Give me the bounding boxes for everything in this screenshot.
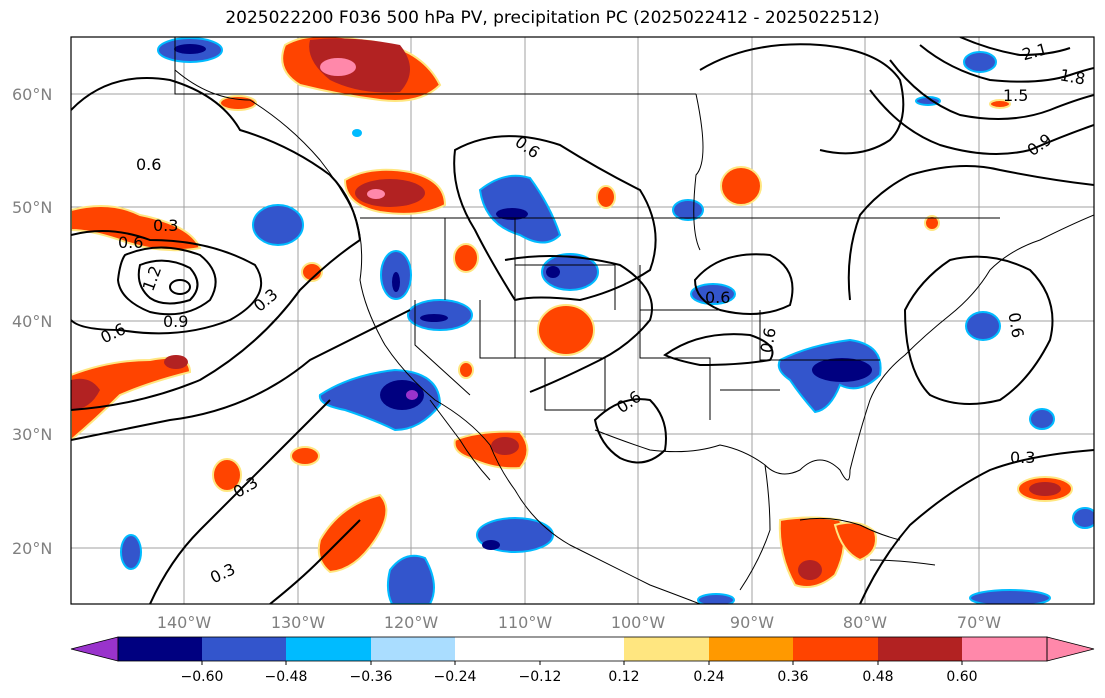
contour-label: 0.9 <box>163 312 188 331</box>
colorbar-segment <box>878 637 962 661</box>
contour-label: 1.5 <box>1003 86 1028 105</box>
contour-label: 0.6 <box>136 155 161 174</box>
lon-label-80w: 80°W <box>843 613 887 632</box>
colorbar-label: 0.48 <box>862 669 893 685</box>
colorbar-segment <box>624 637 709 661</box>
colorbar-segment <box>202 637 286 661</box>
colorbar-label: 0.60 <box>946 669 977 685</box>
colorbar-label: −0.36 <box>350 669 393 685</box>
lat-label-20n: 20°N <box>12 539 52 558</box>
colorbar-label: −0.48 <box>265 669 308 685</box>
colorbar-label: 0.24 <box>693 669 724 685</box>
contour-label: 0.6 <box>757 326 780 354</box>
colorbar-label: −0.24 <box>434 669 477 685</box>
lat-label-30n: 30°N <box>12 425 52 444</box>
contour-label: 1.8 <box>1058 65 1086 88</box>
colorbar-segment <box>793 637 878 661</box>
lat-label-60n: 60°N <box>12 85 52 104</box>
contour-label: 0.6 <box>118 233 143 252</box>
lat-label-40n: 40°N <box>12 312 52 331</box>
contour-label: 0.3 <box>1010 448 1035 467</box>
map-title: 2025022200 F036 500 hPa PV, precipitatio… <box>225 8 880 28</box>
colorbar-label: 0.36 <box>777 669 808 685</box>
colorbar-label: −0.12 <box>519 669 562 685</box>
colorbar-segment <box>118 637 202 661</box>
contour-label: 0.6 <box>705 288 730 307</box>
lon-label-130w: 130°W <box>271 613 326 632</box>
colorbar-segment <box>540 637 624 661</box>
lon-label-120w: 120°W <box>384 613 439 632</box>
lon-label-110w: 110°W <box>498 613 553 632</box>
colorbar-label: 0.12 <box>608 669 639 685</box>
colorbar-segment <box>962 637 1047 661</box>
lat-label-50n: 50°N <box>12 198 52 217</box>
map-frame <box>70 36 1095 605</box>
colorbar-outline <box>117 636 1048 662</box>
lon-label-100w: 100°W <box>611 613 666 632</box>
colorbar: −0.60 −0.48 −0.36 −0.24 −0.12 0.12 0.24 … <box>70 636 1095 685</box>
colorbar-label: −0.60 <box>181 669 224 685</box>
precip-negative-areas <box>120 37 1094 604</box>
colorbar-extend-low <box>70 636 119 662</box>
colorbar-segment <box>286 637 371 661</box>
contour-label: 0.6 <box>1004 311 1027 339</box>
longitude-labels: 140°W 130°W 120°W 110°W 100°W 90°W 80°W … <box>157 613 1001 632</box>
lon-label-90w: 90°W <box>730 613 774 632</box>
pv-contours <box>71 37 1094 604</box>
colorbar-segment <box>455 637 540 661</box>
latitude-labels: 60°N 50°N 40°N 30°N 20°N <box>12 85 52 558</box>
lon-label-70w: 70°W <box>957 613 1001 632</box>
contour-label: 0.3 <box>153 216 178 235</box>
colorbar-extend-high <box>1046 636 1095 662</box>
lon-label-140w: 140°W <box>157 613 212 632</box>
precip-positive-areas <box>71 37 1073 588</box>
colorbar-segment <box>371 637 455 661</box>
colorbar-segment <box>709 637 793 661</box>
